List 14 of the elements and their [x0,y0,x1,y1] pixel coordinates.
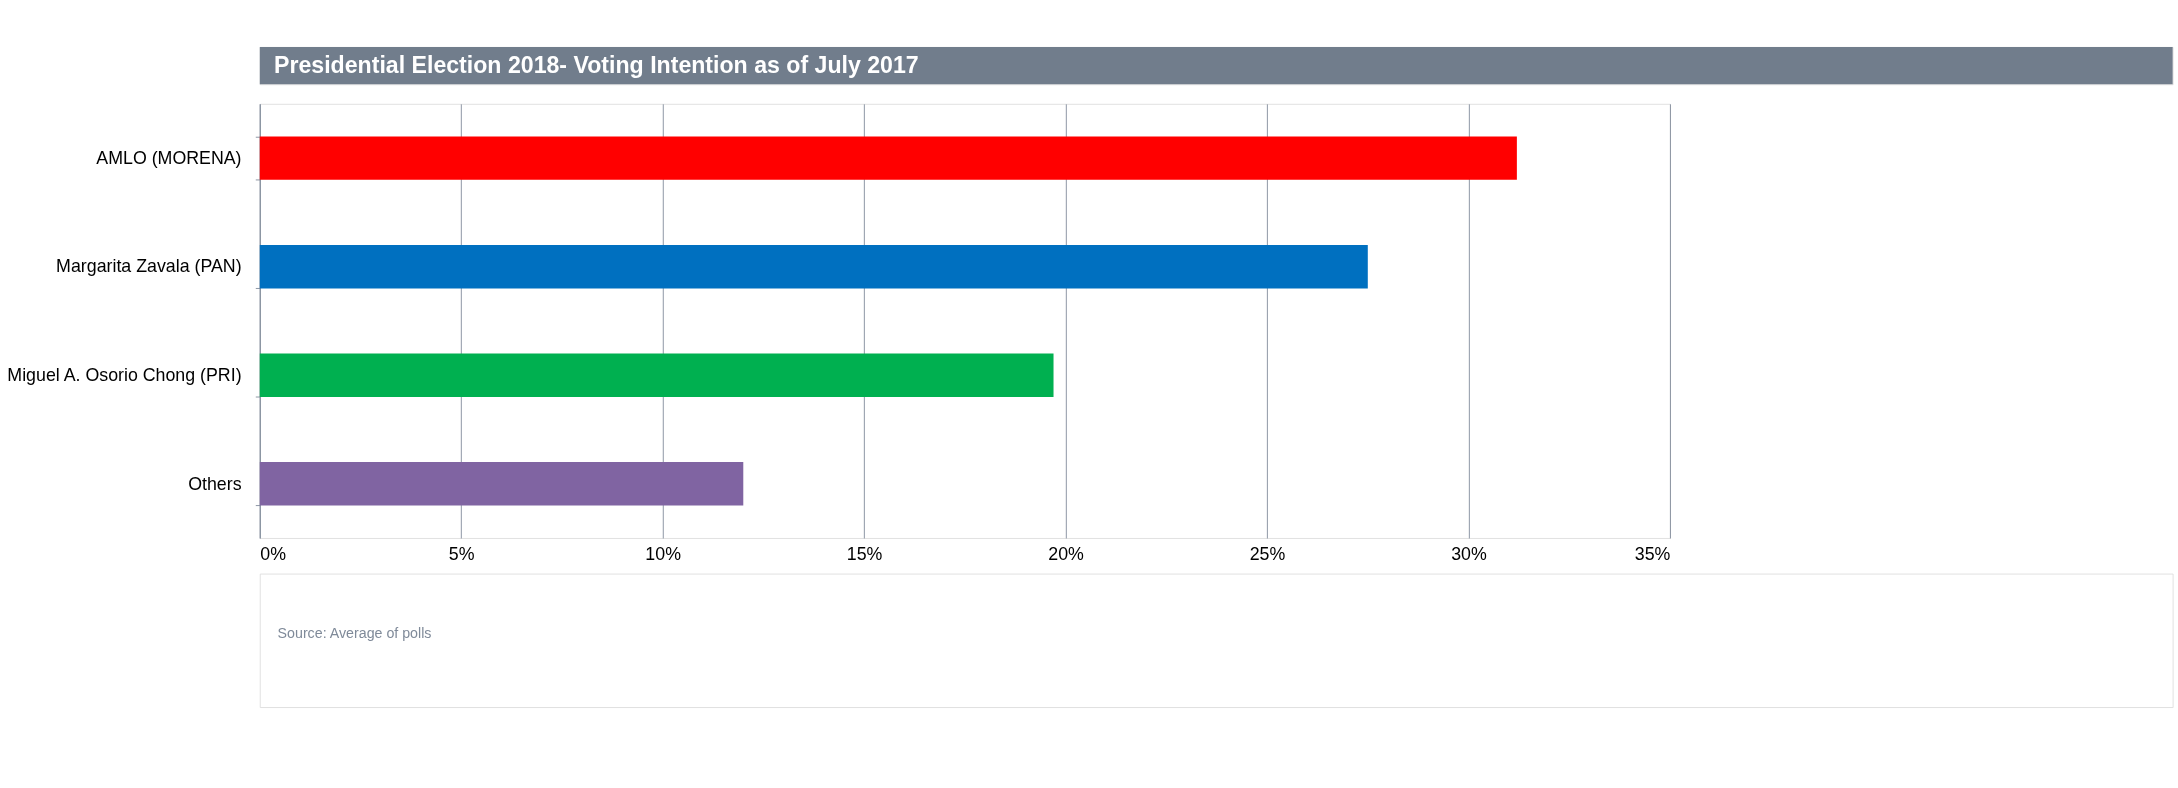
y-tick-label: AMLO (MORENA) [96,147,242,168]
x-tick-label: 20% [1048,543,1085,564]
x-tick-label: 15% [846,543,883,564]
x-tick-label: 10% [645,543,682,564]
x-tick-label: 5% [448,543,475,564]
source-note: Source: Average of polls [277,624,432,641]
x-tick-label: 35% [1634,543,1671,564]
chart-title: Presidential Election 2018- Voting Intention as of July 2017 [274,51,919,78]
x-tick-label: 30% [1451,543,1487,564]
y-tick-label: Others [188,473,242,494]
x-tick-label: 0% [260,543,287,564]
y-tick-label: Miguel A. Osorio Chong (PRI) [7,365,242,385]
x-tick-label: 25% [1249,543,1286,564]
y-tick-label: Margarita Zavala (PAN) [56,256,242,277]
